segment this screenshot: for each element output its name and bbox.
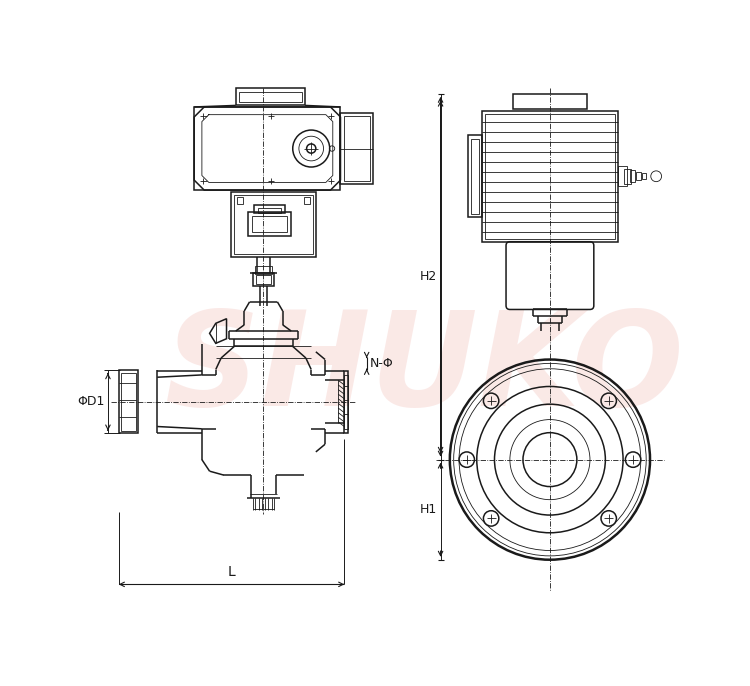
Bar (234, 195, 313, 254)
Bar (344, 375, 348, 429)
Bar (485, 114, 614, 239)
Bar (121, 372, 136, 431)
Text: N-Φ: N-Φ (370, 357, 394, 370)
Bar (231, 191, 316, 257)
Bar (118, 370, 138, 434)
Bar (252, 215, 287, 233)
Bar (253, 272, 274, 286)
Bar (624, 169, 631, 184)
Text: L: L (228, 565, 236, 579)
Bar (194, 107, 340, 190)
Bar (248, 212, 291, 236)
Bar (630, 170, 635, 182)
Bar (254, 204, 285, 213)
Text: SHUKO: SHUKO (165, 306, 684, 433)
Bar (236, 88, 305, 106)
Bar (636, 172, 640, 180)
Text: H1: H1 (419, 503, 436, 516)
Bar (258, 208, 281, 213)
Bar (618, 166, 627, 187)
Text: ΦD1: ΦD1 (77, 395, 105, 408)
Bar (468, 135, 482, 217)
Bar (482, 111, 618, 241)
Bar (642, 173, 646, 179)
Bar (256, 275, 272, 284)
Bar (340, 113, 373, 184)
Bar (344, 116, 370, 181)
Bar (513, 94, 587, 109)
Text: H2: H2 (419, 270, 436, 283)
Bar (238, 91, 302, 102)
Bar (236, 197, 244, 204)
Bar (472, 139, 479, 214)
Bar (255, 266, 272, 274)
Bar (304, 197, 310, 204)
Bar (344, 371, 348, 433)
